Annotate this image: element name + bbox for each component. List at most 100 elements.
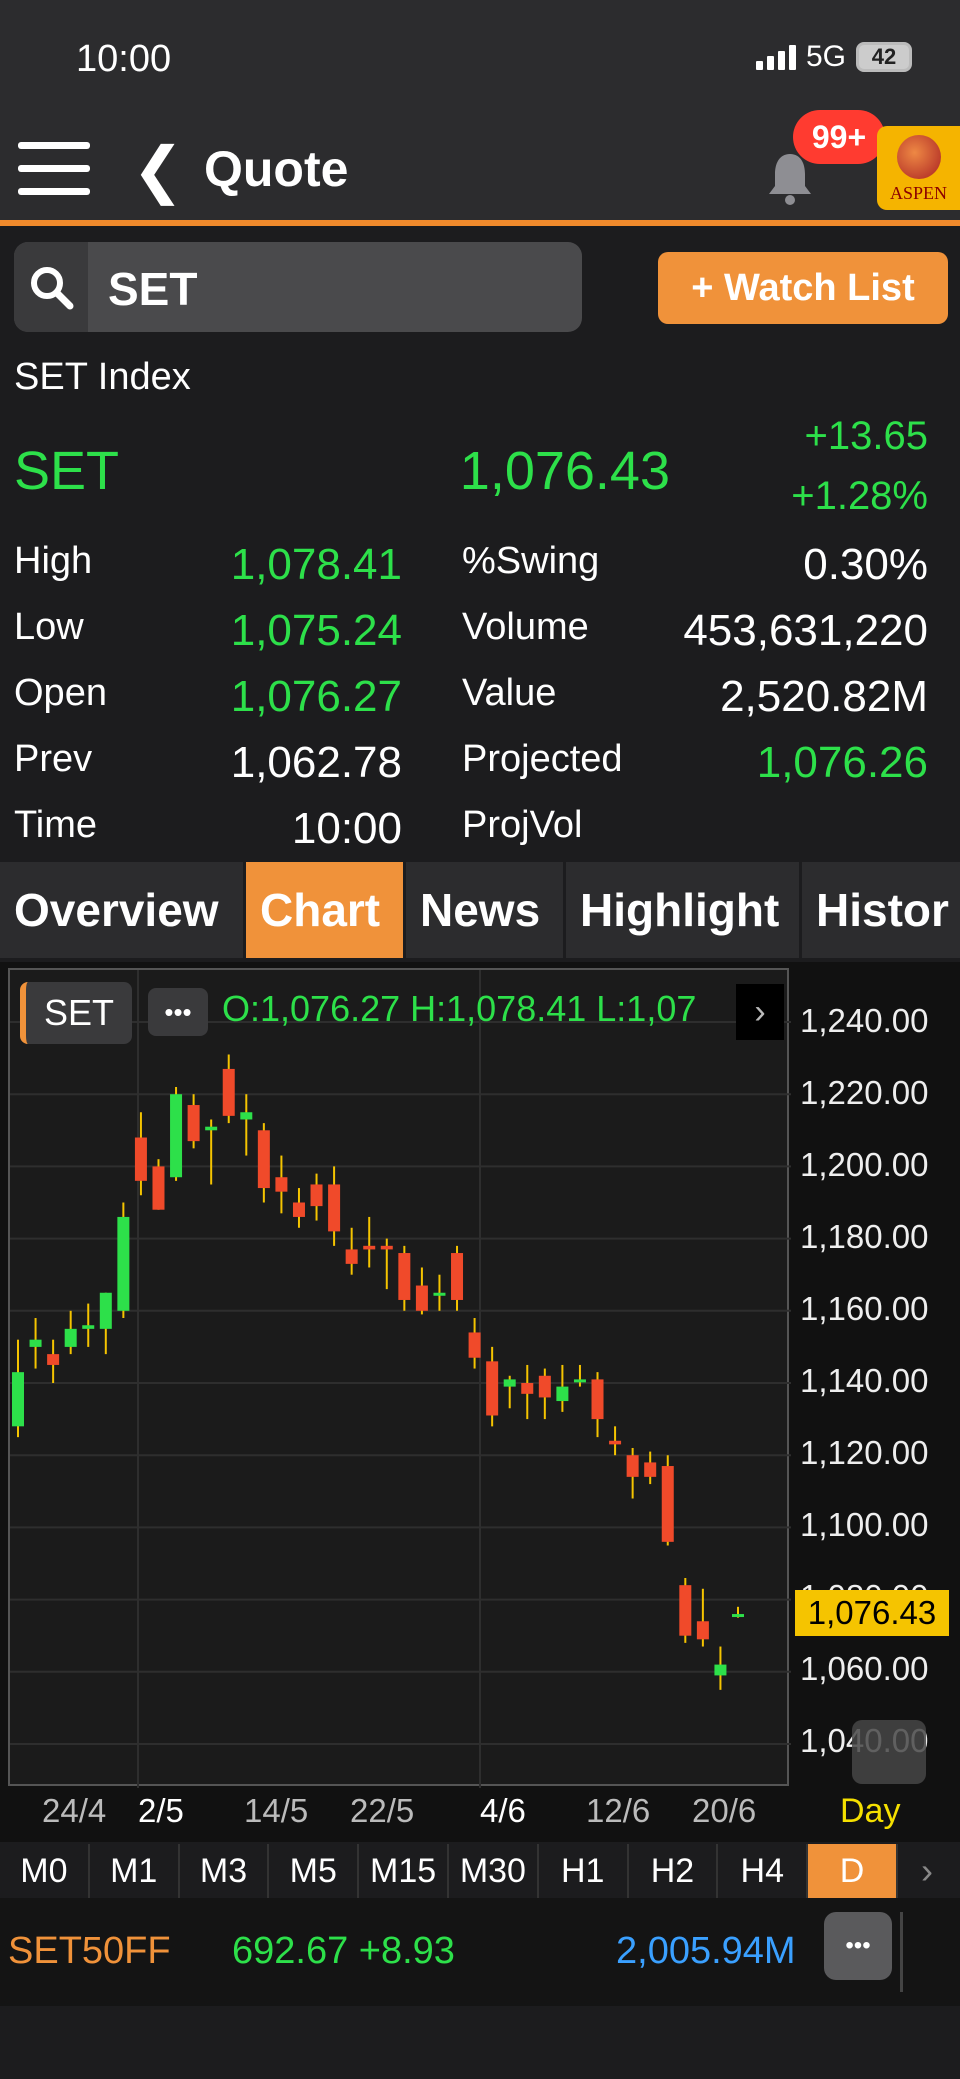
menu-icon[interactable] <box>18 142 90 200</box>
tab-highlight[interactable]: Highlight <box>566 862 802 958</box>
x-tick-label: 22/5 <box>350 1792 415 1829</box>
period-m0[interactable]: M0 <box>0 1844 90 1898</box>
stat-label: Value <box>462 672 557 714</box>
candle-body <box>573 1379 586 1383</box>
y-tick-label: 1,200.00 <box>800 1146 929 1183</box>
chart-more-button[interactable]: ••• <box>148 988 208 1036</box>
period-m15[interactable]: M15 <box>359 1844 449 1898</box>
candle-body <box>433 1292 446 1296</box>
candle-body <box>47 1354 60 1365</box>
candlestick-chart <box>10 970 791 1788</box>
tab-chart[interactable]: Chart <box>246 862 406 958</box>
candle-body <box>292 1202 305 1217</box>
y-tick-label: 1,240.00 <box>800 1002 929 1039</box>
status-network: 5G 42 <box>755 40 912 74</box>
candle-body <box>134 1137 147 1181</box>
candle-body <box>732 1614 744 1618</box>
stat-label: ProjVol <box>462 804 583 846</box>
nav-bar: ❮ Quote 99+ ASPEN <box>0 110 960 226</box>
logo-text: ASPEN <box>889 183 947 203</box>
candle <box>503 1375 516 1409</box>
chart-area[interactable]: SET ••• O:1,076.27 H:1,078.41 L:1,07 › 1… <box>0 962 960 1842</box>
x-tick-label: 12/6 <box>586 1792 651 1829</box>
instrument-symbol: SET <box>14 441 120 501</box>
candle <box>152 1159 165 1210</box>
stat-value: 2,520.82M <box>720 672 928 721</box>
y-tick-label: 1,060.00 <box>800 1650 929 1687</box>
candle <box>626 1447 639 1499</box>
notification-badge: 99+ <box>793 110 885 164</box>
candle <box>556 1364 569 1412</box>
candle <box>134 1112 147 1196</box>
period-m3[interactable]: M3 <box>180 1844 270 1898</box>
tab-news[interactable]: News <box>406 862 566 958</box>
y-tick-label: 1,160.00 <box>800 1290 929 1327</box>
period-m5[interactable]: M5 <box>269 1844 360 1898</box>
candle <box>47 1339 60 1383</box>
candle <box>538 1368 551 1420</box>
candle <box>468 1318 481 1369</box>
stat-value: 1,078.41 <box>230 540 402 589</box>
candle <box>292 1188 305 1228</box>
candle <box>12 1339 24 1438</box>
candle-body <box>257 1130 270 1189</box>
candle-body <box>240 1112 253 1120</box>
tab-history[interactable]: Histor <box>816 884 949 936</box>
back-icon[interactable]: ❮ <box>132 136 184 205</box>
candle-body <box>538 1375 551 1398</box>
candle <box>363 1216 376 1268</box>
chevron-right-icon[interactable]: › <box>736 984 784 1040</box>
quote-tabs: Overview Chart News Highlight Histor <box>0 862 960 958</box>
chart-plot[interactable] <box>8 968 791 1788</box>
change-value: +13.65 <box>804 414 928 458</box>
page-title: Quote <box>204 141 349 197</box>
period-d[interactable]: D <box>808 1844 898 1898</box>
bell-icon[interactable] <box>765 148 815 206</box>
candle <box>644 1451 657 1485</box>
stat-label: Low <box>14 606 84 648</box>
candle <box>117 1202 130 1319</box>
candle-body <box>696 1621 709 1640</box>
stat-label: Prev <box>14 738 93 780</box>
status-time: 10:00 <box>76 38 172 80</box>
ticker-more-button[interactable]: ••• <box>824 1912 892 1980</box>
candle-body <box>152 1166 165 1210</box>
period-m1[interactable]: M1 <box>90 1844 180 1898</box>
candle <box>257 1123 270 1203</box>
watch-list-button[interactable]: + Watch List <box>658 252 948 324</box>
candle <box>573 1364 586 1387</box>
y-tick-label: 1,100.00 <box>800 1506 929 1543</box>
chevron-right-icon[interactable]: › <box>920 1850 933 1891</box>
search-icon <box>14 242 88 332</box>
candle-body <box>170 1094 183 1178</box>
candle-body <box>468 1332 481 1358</box>
candle-body <box>328 1184 341 1232</box>
tab-overview[interactable]: Overview <box>0 862 246 958</box>
period-m30[interactable]: M30 <box>449 1844 539 1898</box>
divider <box>900 1912 903 1992</box>
candle <box>433 1274 446 1311</box>
globe-icon <box>896 135 941 179</box>
candle <box>99 1292 112 1355</box>
candle <box>451 1245 464 1311</box>
candle <box>187 1094 200 1149</box>
candle <box>29 1318 42 1369</box>
ticker-bar[interactable]: SET50FF 692.67 +8.93 2,005.94M ••• <box>0 1898 960 2006</box>
candle <box>398 1245 411 1311</box>
candle <box>82 1303 95 1347</box>
candle <box>714 1646 727 1690</box>
search-field[interactable]: SET <box>14 242 582 332</box>
y-tick-label: 1,220.00 <box>800 1074 929 1111</box>
expand-icon[interactable] <box>852 1720 926 1784</box>
stat-value: 1,075.24 <box>230 606 402 655</box>
search-input[interactable]: SET <box>108 263 198 315</box>
ticker-price: 692.67 +8.93 <box>232 1930 455 1972</box>
period-h2[interactable]: H2 <box>629 1844 719 1898</box>
candle-body <box>12 1372 24 1427</box>
period-h4[interactable]: H4 <box>718 1844 809 1898</box>
stat-label: High <box>14 540 93 582</box>
period-h1[interactable]: H1 <box>539 1844 629 1898</box>
x-tick-label: 20/6 <box>692 1792 757 1829</box>
chart-symbol-chip[interactable]: SET <box>20 982 132 1044</box>
aspen-logo[interactable]: ASPEN <box>877 126 960 210</box>
